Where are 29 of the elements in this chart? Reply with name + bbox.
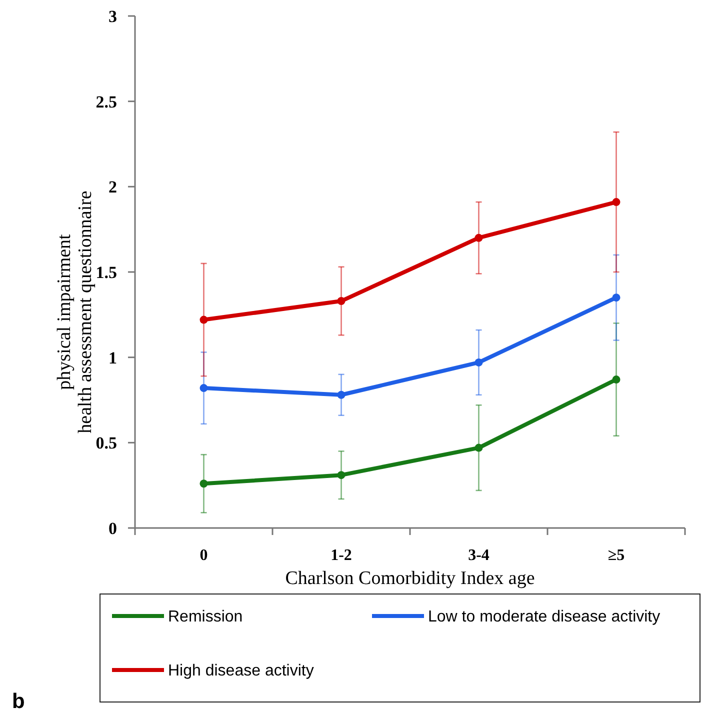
y-tick-label: 2 xyxy=(108,178,117,197)
point xyxy=(474,358,483,366)
y-tick-label: 0.5 xyxy=(96,434,117,453)
point xyxy=(474,444,483,452)
y-tick-label: 2.5 xyxy=(96,92,117,112)
y-tick-label: 1.5 xyxy=(96,262,117,282)
legend-label: Remission xyxy=(168,608,243,626)
point xyxy=(200,316,208,324)
point xyxy=(612,294,620,302)
point xyxy=(474,234,483,242)
point xyxy=(337,297,346,306)
point xyxy=(337,471,346,480)
x-tick-label: ≥5 xyxy=(608,547,625,564)
point xyxy=(200,480,208,488)
x-tick-label: 0 xyxy=(200,547,208,564)
y-tick-label: 0 xyxy=(108,518,117,538)
point xyxy=(612,376,620,384)
point xyxy=(612,198,620,206)
legend-label: High disease activity xyxy=(168,662,314,680)
y-axis-title: physical impairment health assessment questionnaire xyxy=(54,190,96,434)
point xyxy=(200,384,208,392)
x-tick-label: 3-4 xyxy=(468,547,490,564)
x-tick-label: 1-2 xyxy=(330,547,352,564)
y-tick-label: 1 xyxy=(108,348,117,368)
text: b xyxy=(12,690,25,713)
x-axis-title: Charlson Comorbidity Index age xyxy=(285,568,535,589)
legend-label: Low to moderate disease activity xyxy=(428,608,660,626)
y-tick-label: 3 xyxy=(108,6,117,26)
point xyxy=(337,390,346,399)
